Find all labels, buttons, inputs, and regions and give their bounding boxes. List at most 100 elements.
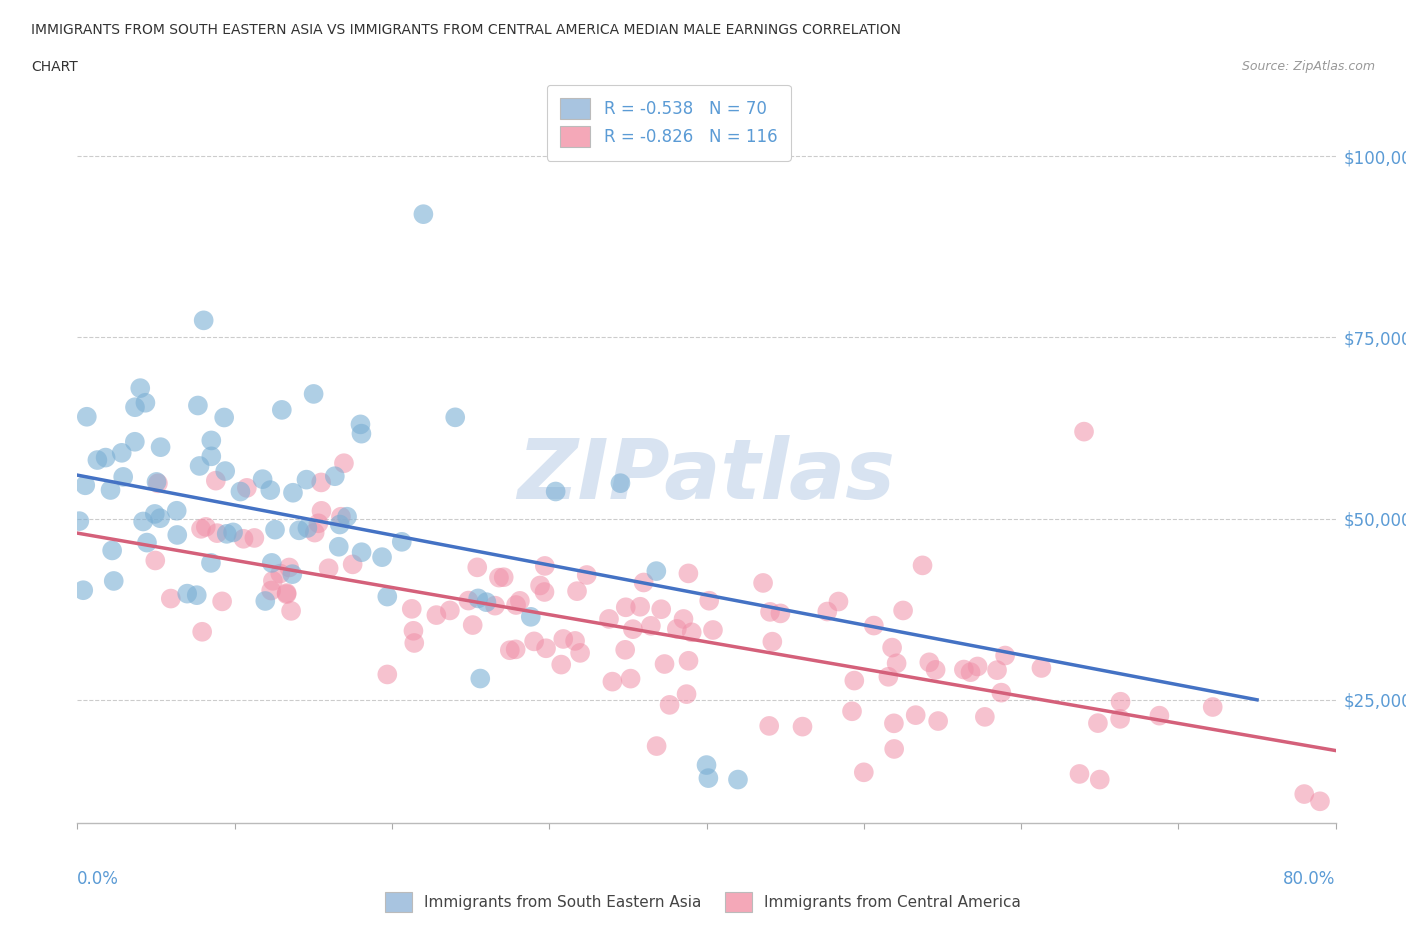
Point (470, 671, 492, 686)
Point (877, 670, 900, 684)
Point (675, 686, 697, 701)
Point (927, 713, 949, 728)
Point (841, 704, 863, 719)
Point (149, 511, 172, 525)
Point (307, 516, 329, 531)
Point (505, 598, 527, 613)
Point (190, 522, 212, 537)
Point (134, 395, 156, 410)
Point (72, 583, 94, 598)
Point (262, 574, 284, 589)
Point (309, 475, 332, 490)
Legend: Immigrants from South Eastern Asia, Immigrants from Central America: Immigrants from South Eastern Asia, Immi… (378, 886, 1028, 918)
Point (697, 771, 720, 786)
Point (86, 453, 108, 468)
Point (75, 478, 97, 493)
Point (534, 641, 557, 656)
Point (640, 618, 662, 633)
Point (211, 594, 233, 609)
Point (375, 589, 398, 604)
Point (186, 588, 208, 603)
Point (350, 545, 373, 560)
Point (499, 643, 522, 658)
Point (215, 526, 238, 541)
Point (276, 587, 298, 602)
Point (1087, 716, 1109, 731)
Point (564, 633, 586, 648)
Point (342, 557, 364, 572)
Point (863, 618, 886, 633)
Point (200, 449, 222, 464)
Point (318, 561, 340, 576)
Point (844, 673, 866, 688)
Point (264, 523, 287, 538)
Point (665, 621, 688, 636)
Point (457, 593, 479, 608)
Point (143, 553, 166, 568)
Point (111, 445, 134, 460)
Point (696, 758, 718, 773)
Point (1202, 699, 1225, 714)
Point (727, 772, 749, 787)
Point (270, 403, 292, 418)
Point (112, 470, 135, 485)
Point (973, 710, 995, 724)
Point (222, 525, 245, 539)
Point (752, 576, 775, 591)
Point (149, 440, 172, 455)
Point (76, 409, 98, 424)
Point (254, 593, 277, 608)
Point (280, 604, 302, 618)
Point (672, 612, 695, 627)
Point (619, 671, 641, 686)
Point (205, 525, 228, 540)
Point (650, 602, 672, 617)
Point (1309, 794, 1331, 809)
Point (697, 593, 720, 608)
Point (124, 434, 146, 449)
Point (304, 525, 326, 540)
Point (986, 663, 1008, 678)
Point (1031, 660, 1053, 675)
Point (520, 609, 543, 624)
Point (391, 535, 413, 550)
Point (1109, 695, 1132, 710)
Point (200, 433, 222, 448)
Point (565, 584, 588, 599)
Point (425, 607, 447, 622)
Point (132, 514, 155, 529)
Point (488, 570, 510, 585)
Point (550, 658, 572, 672)
Point (614, 643, 637, 658)
Point (883, 741, 905, 756)
Point (297, 521, 319, 536)
Point (146, 476, 169, 491)
Point (214, 464, 236, 479)
Point (260, 583, 283, 598)
Point (402, 623, 425, 638)
Point (100, 483, 122, 498)
Point (232, 531, 254, 546)
Point (658, 698, 681, 712)
Text: Source: ZipAtlas.com: Source: ZipAtlas.com (1241, 60, 1375, 73)
Point (509, 593, 531, 608)
Point (281, 485, 304, 500)
Point (311, 503, 333, 518)
Point (288, 523, 311, 538)
Point (614, 600, 637, 615)
Point (904, 708, 927, 723)
Point (1149, 709, 1171, 724)
Point (758, 719, 780, 734)
Point (187, 398, 209, 413)
Point (333, 456, 356, 471)
Point (323, 469, 346, 484)
Point (145, 474, 167, 489)
Point (94, 450, 117, 465)
Point (533, 585, 555, 600)
Point (891, 603, 914, 618)
Point (404, 635, 426, 650)
Text: IMMIGRANTS FROM SOUTH EASTERN ASIA VS IMMIGRANTS FROM CENTRAL AMERICA MEDIAN MAL: IMMIGRANTS FROM SOUTH EASTERN ASIA VS IM… (31, 23, 901, 37)
Point (918, 655, 941, 670)
Point (681, 625, 703, 640)
Point (302, 387, 325, 402)
